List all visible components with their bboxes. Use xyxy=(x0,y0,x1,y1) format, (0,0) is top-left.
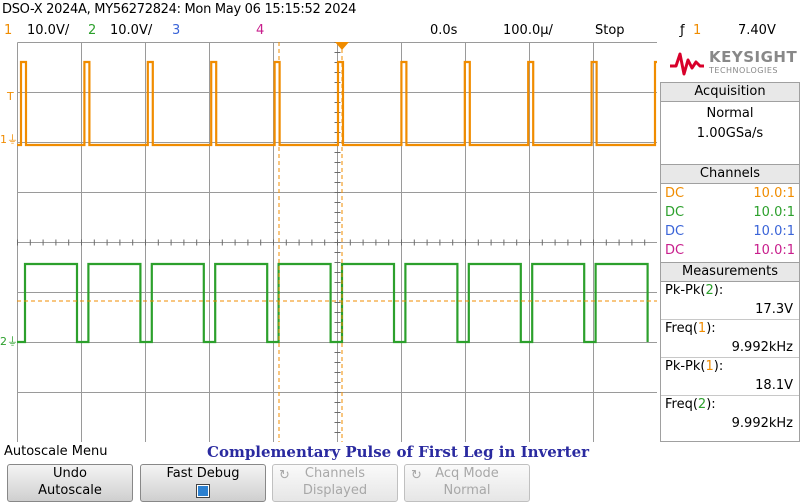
trigger-source: 1 xyxy=(693,23,702,38)
meas-divider xyxy=(661,395,799,396)
ch2-probe: 10.0:1 xyxy=(753,205,795,220)
channels-label: Channels xyxy=(304,466,366,481)
meas-2-label: Freq(1): xyxy=(665,321,716,336)
meas-3-label: Pk-Pk(1): xyxy=(665,359,724,374)
trigger-level: 7.40V xyxy=(738,23,776,38)
keysight-logo-icon xyxy=(670,52,704,76)
acquisition-mode: Normal xyxy=(706,106,754,121)
channels-displayed-button[interactable]: ↻ Channels Displayed xyxy=(272,464,398,502)
acquisition-box[interactable]: Acquisition Normal 1.00GSa/s xyxy=(660,82,800,166)
side-panel: KEYSIGHT TECHNOLOGIES Acquisition Normal… xyxy=(660,42,800,442)
meas-4-value: 9.992kHz xyxy=(731,416,793,431)
fast-debug-checkbox-icon[interactable] xyxy=(196,484,210,498)
rotate-knob-icon: ↻ xyxy=(279,468,290,483)
time-delay[interactable]: 0.0s xyxy=(430,23,458,38)
ch3-probe: 10.0:1 xyxy=(753,224,795,239)
sample-rate: 1.00GSa/s xyxy=(696,126,764,141)
meas-1-label: Pk-Pk(2): xyxy=(665,283,724,298)
measurements-header: Measurements xyxy=(661,263,799,282)
meas-1-value: 17.3V xyxy=(755,302,793,317)
menu-title: Autoscale Menu xyxy=(4,444,108,459)
status-line: 1 10.0V/ 2 10.0V/ 3 4 0.0s 100.0µ/ Stop xyxy=(0,22,660,42)
ch1-number[interactable]: 1 xyxy=(4,23,13,38)
acq-mode-value: Normal xyxy=(443,483,491,498)
ch1-marker-label: 1 xyxy=(0,133,7,146)
instrument-title: DSO-X 2024A, MY56272824: Mon May 06 15:1… xyxy=(2,2,357,17)
channels-header: Channels xyxy=(661,165,799,184)
undo-label: Undo xyxy=(53,466,87,481)
softkey-menu-bar: Autoscale Menu Complementary Pulse of Fi… xyxy=(0,442,800,503)
trigger-status[interactable]: ƒ 1 7.40V xyxy=(680,22,798,42)
fast-debug-button[interactable]: Fast Debug xyxy=(140,464,266,502)
ch2-marker-label: 2 xyxy=(0,335,7,348)
channel-row-4: DC 10.0:1 xyxy=(661,241,799,260)
ch3-coupling: DC xyxy=(665,224,685,239)
ch2-coupling: DC xyxy=(665,205,685,220)
ch2-waveform xyxy=(17,262,649,344)
meas-3-value: 18.1V xyxy=(755,378,793,393)
trigger-position-marker xyxy=(335,42,349,50)
channel-row-3: DC 10.0:1 xyxy=(661,222,799,241)
measurements-box[interactable]: Measurements Pk-Pk(2): 17.3V Freq(1): 9.… xyxy=(660,262,800,442)
screen-caption: Complementary Pulse of First Leg in Inve… xyxy=(207,443,590,461)
ch4-probe: 10.0:1 xyxy=(753,243,795,258)
waveform-display[interactable] xyxy=(17,42,657,442)
ch4-number[interactable]: 4 xyxy=(256,23,265,38)
ch1-probe: 10.0:1 xyxy=(753,186,795,201)
meas-divider xyxy=(661,319,799,320)
keysight-logo: KEYSIGHT TECHNOLOGIES xyxy=(664,44,798,82)
meas-4-label: Freq(2): xyxy=(665,397,716,412)
ch1-waveform xyxy=(17,60,657,147)
run-state[interactable]: Stop xyxy=(595,23,625,38)
ch2-number[interactable]: 2 xyxy=(88,23,97,38)
ch1-ground-marker[interactable]: 1⏚ xyxy=(0,133,18,146)
waveform-svg xyxy=(17,42,657,442)
rotate-knob-icon: ↻ xyxy=(411,468,422,483)
logo-brand: KEYSIGHT xyxy=(709,48,798,66)
acq-mode-button[interactable]: ↻ Acq Mode Normal xyxy=(404,464,530,502)
meas-2-value: 9.992kHz xyxy=(731,340,793,355)
time-scale[interactable]: 100.0µ/ xyxy=(503,23,553,38)
displayed-label: Displayed xyxy=(302,483,368,498)
ch4-coupling: DC xyxy=(665,243,685,258)
autoscale-label: Autoscale xyxy=(38,483,102,498)
title-bar: DSO-X 2024A, MY56272824: Mon May 06 15:1… xyxy=(0,0,800,22)
ch1-coupling: DC xyxy=(665,186,685,201)
ch2-ground-marker[interactable]: 2⏚ xyxy=(0,335,18,348)
trigger-edge-icon: ƒ xyxy=(680,23,685,38)
channel-row-1: DC 10.0:1 xyxy=(661,184,799,203)
ch3-number[interactable]: 3 xyxy=(172,23,181,38)
channels-box[interactable]: Channels DC 10.0:1 DC 10.0:1 DC 10.0:1 D… xyxy=(660,164,800,264)
trigger-level-marker[interactable]: T xyxy=(7,90,14,103)
logo-sub: TECHNOLOGIES xyxy=(709,66,778,75)
acq-mode-label: Acq Mode xyxy=(435,466,499,481)
channel-row-2: DC 10.0:1 xyxy=(661,203,799,222)
meas-divider xyxy=(661,357,799,358)
undo-autoscale-button[interactable]: Undo Autoscale xyxy=(7,464,133,502)
fast-debug-label: Fast Debug xyxy=(166,466,240,481)
ch2-scale[interactable]: 10.0V/ xyxy=(110,23,153,38)
ch1-scale[interactable]: 10.0V/ xyxy=(27,23,70,38)
acquisition-header: Acquisition xyxy=(661,83,799,102)
